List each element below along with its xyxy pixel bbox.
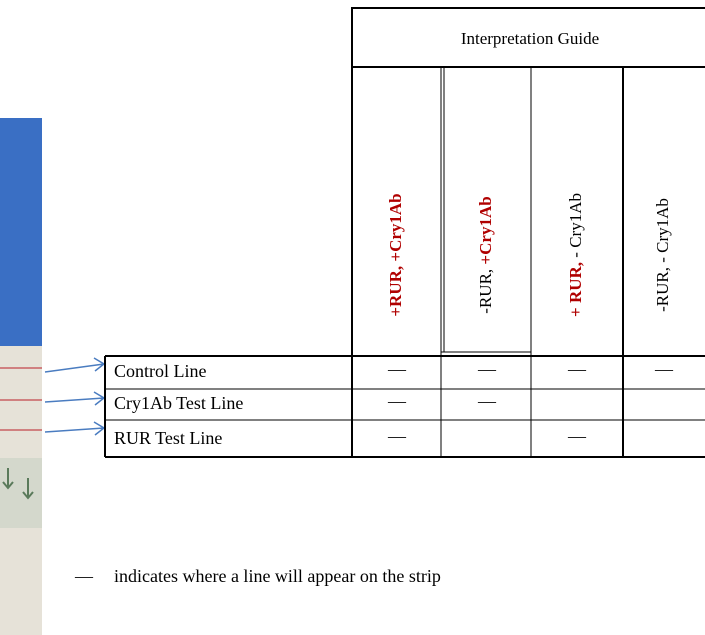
arrow (44, 421, 106, 436)
cell-mark: — (567, 426, 587, 446)
cell-mark: — (387, 391, 407, 411)
arrow (44, 357, 106, 373)
footnote-symbol: — (74, 566, 94, 586)
test-strip (0, 118, 42, 635)
row-label: RUR Test Line (114, 428, 222, 448)
cell-mark: — (654, 359, 674, 379)
cell-mark: — (387, 359, 407, 379)
cell-mark: — (387, 426, 407, 446)
column-header: -RUR, +Cry1Ab (476, 196, 495, 313)
header-part: -RUR, (476, 265, 495, 314)
cell-mark: — (567, 359, 587, 379)
header-part: +RUR, +Cry1Ab (386, 193, 405, 316)
strip-blue (0, 118, 42, 346)
cell-mark: — (477, 359, 497, 379)
header-part: -RUR, - Cry1Ab (653, 198, 672, 312)
title-box (351, 7, 705, 68)
strip-arrow-icon (2, 468, 34, 500)
table-frame (104, 7, 705, 458)
cell-mark: — (477, 391, 497, 411)
footnote-text: indicates where a line will appear on th… (114, 566, 441, 586)
arrow (44, 391, 106, 406)
column-header: + RUR, - Cry1Ab (566, 193, 585, 317)
column-header: +RUR, +Cry1Ab (386, 193, 405, 316)
guide-title: Interpretation Guide (461, 29, 599, 48)
header-part: + RUR, (566, 262, 585, 317)
pointer-arrows (44, 357, 106, 436)
header-part: +Cry1Ab (476, 196, 495, 264)
strip-arrows (0, 458, 42, 528)
row-label: Cry1Ab Test Line (114, 393, 243, 413)
header-part: - Cry1Ab (566, 193, 585, 262)
row-label: Control Line (114, 361, 207, 381)
column-header: -RUR, - Cry1Ab (653, 198, 672, 312)
